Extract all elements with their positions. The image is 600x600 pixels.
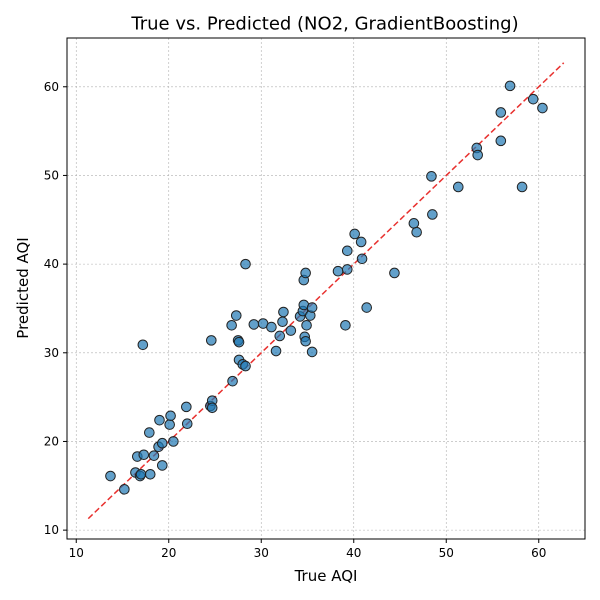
data-point <box>495 135 507 147</box>
data-point <box>426 171 437 182</box>
data-point <box>332 265 344 277</box>
data-point <box>452 181 464 193</box>
data-point <box>278 306 289 318</box>
x-tick-label: 20 <box>161 546 176 560</box>
x-tick-label: 10 <box>69 546 84 560</box>
data-point <box>148 450 160 461</box>
data-point <box>270 345 282 357</box>
data-point <box>206 335 217 346</box>
data-point <box>527 93 539 105</box>
data-point <box>156 437 168 449</box>
x-tick-label: 60 <box>531 546 546 560</box>
data-point <box>472 149 484 161</box>
data-point <box>356 253 368 265</box>
data-point <box>181 401 192 413</box>
data-point <box>144 468 156 480</box>
x-axis-label: True AQI <box>294 567 358 585</box>
data-point <box>355 236 367 248</box>
data-point <box>181 418 193 430</box>
data-point <box>168 436 179 447</box>
data-point <box>240 360 251 372</box>
data-point <box>277 316 288 328</box>
plot-frame <box>66 37 586 540</box>
data-point <box>306 302 318 313</box>
data-point <box>285 325 297 336</box>
data-point <box>144 427 155 438</box>
data-point <box>164 419 175 430</box>
data-point <box>105 470 116 482</box>
y-tick-label: 60 <box>44 80 59 94</box>
data-point <box>301 319 312 331</box>
x-tick-label: 40 <box>346 546 361 560</box>
y-tick-label: 50 <box>44 168 59 182</box>
y-axis-ticks: 10 20 30 40 50 60 <box>44 80 67 537</box>
data-point <box>119 484 130 495</box>
data-point <box>135 468 147 480</box>
data-point <box>300 335 311 347</box>
data-point <box>240 258 251 270</box>
data-point <box>227 375 238 387</box>
y-tick-label: 40 <box>44 257 59 271</box>
data-point <box>306 346 318 358</box>
data-point <box>138 449 150 461</box>
data-point <box>349 228 360 240</box>
data-point <box>230 310 242 321</box>
data-point <box>341 264 353 275</box>
grid <box>67 38 585 539</box>
points-layer <box>105 80 548 495</box>
chart-title: True vs. Predicted (NO2, GradientBoostin… <box>130 14 518 35</box>
data-point <box>504 80 516 92</box>
data-point <box>248 319 260 330</box>
data-point <box>137 339 149 351</box>
x-tick-label: 30 <box>254 546 269 560</box>
data-point <box>495 107 507 118</box>
x-tick-label: 50 <box>439 546 454 560</box>
data-point <box>427 209 438 220</box>
y-tick-label: 10 <box>44 523 59 537</box>
data-point <box>408 218 420 229</box>
data-point <box>389 267 400 279</box>
data-point <box>156 460 168 471</box>
data-point <box>274 330 286 342</box>
data-point <box>266 321 277 333</box>
data-point <box>226 319 237 331</box>
x-axis-ticks: 10 20 30 40 50 60 <box>69 539 546 560</box>
data-point <box>206 402 218 414</box>
y-tick-label: 30 <box>44 346 59 360</box>
data-point <box>361 302 373 313</box>
data-point <box>154 414 165 426</box>
data-point <box>340 319 351 331</box>
y-axis-label: Predicted AQI <box>14 237 32 338</box>
data-point <box>300 267 311 279</box>
data-point <box>411 226 422 238</box>
data-point <box>165 410 176 422</box>
data-point <box>516 181 528 193</box>
y-tick-label: 20 <box>44 434 59 448</box>
data-point <box>537 102 548 114</box>
data-point <box>233 336 245 348</box>
data-point <box>341 245 353 257</box>
